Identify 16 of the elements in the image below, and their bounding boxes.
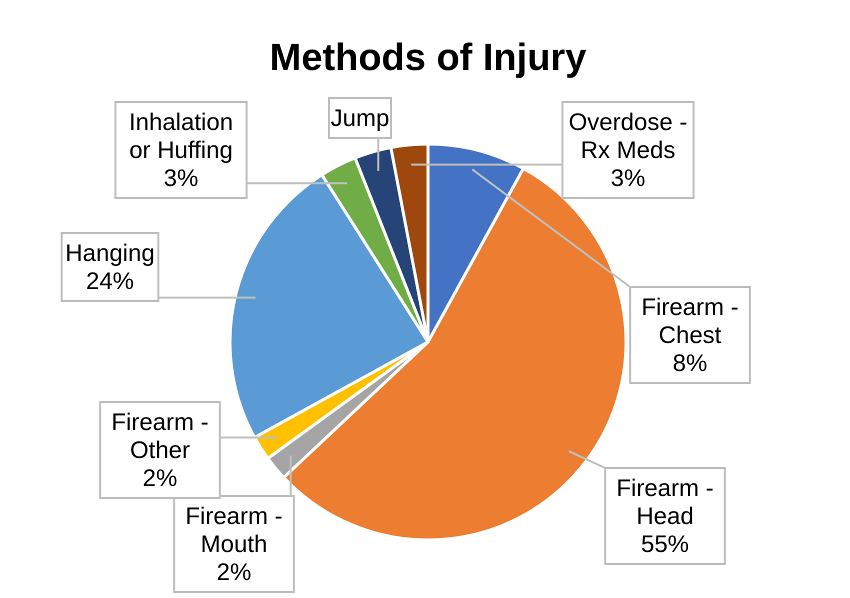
data-label: 2% bbox=[216, 559, 252, 586]
data-label: 8% bbox=[672, 350, 708, 377]
data-label: 24% bbox=[86, 268, 134, 295]
chart-title: Methods of Injury bbox=[270, 37, 586, 79]
data-label: 3% bbox=[610, 165, 646, 192]
data-label: 2% bbox=[142, 465, 178, 492]
slice-label: Jump bbox=[330, 105, 390, 132]
slice-label: Firearm - Head bbox=[616, 475, 714, 530]
slice-label: Firearm - Chest bbox=[641, 294, 739, 349]
data-label: 55% bbox=[640, 531, 690, 558]
slice-label: Hanging bbox=[65, 240, 155, 267]
data-label: 3% bbox=[164, 165, 198, 192]
slice-label: Overdose - Rx Meds bbox=[568, 109, 688, 164]
slice-label: Firearm - Other bbox=[111, 409, 209, 464]
slice-label: Inhalation or Huffing bbox=[128, 109, 234, 164]
slice-label: Firearm - Mouth bbox=[185, 503, 283, 558]
